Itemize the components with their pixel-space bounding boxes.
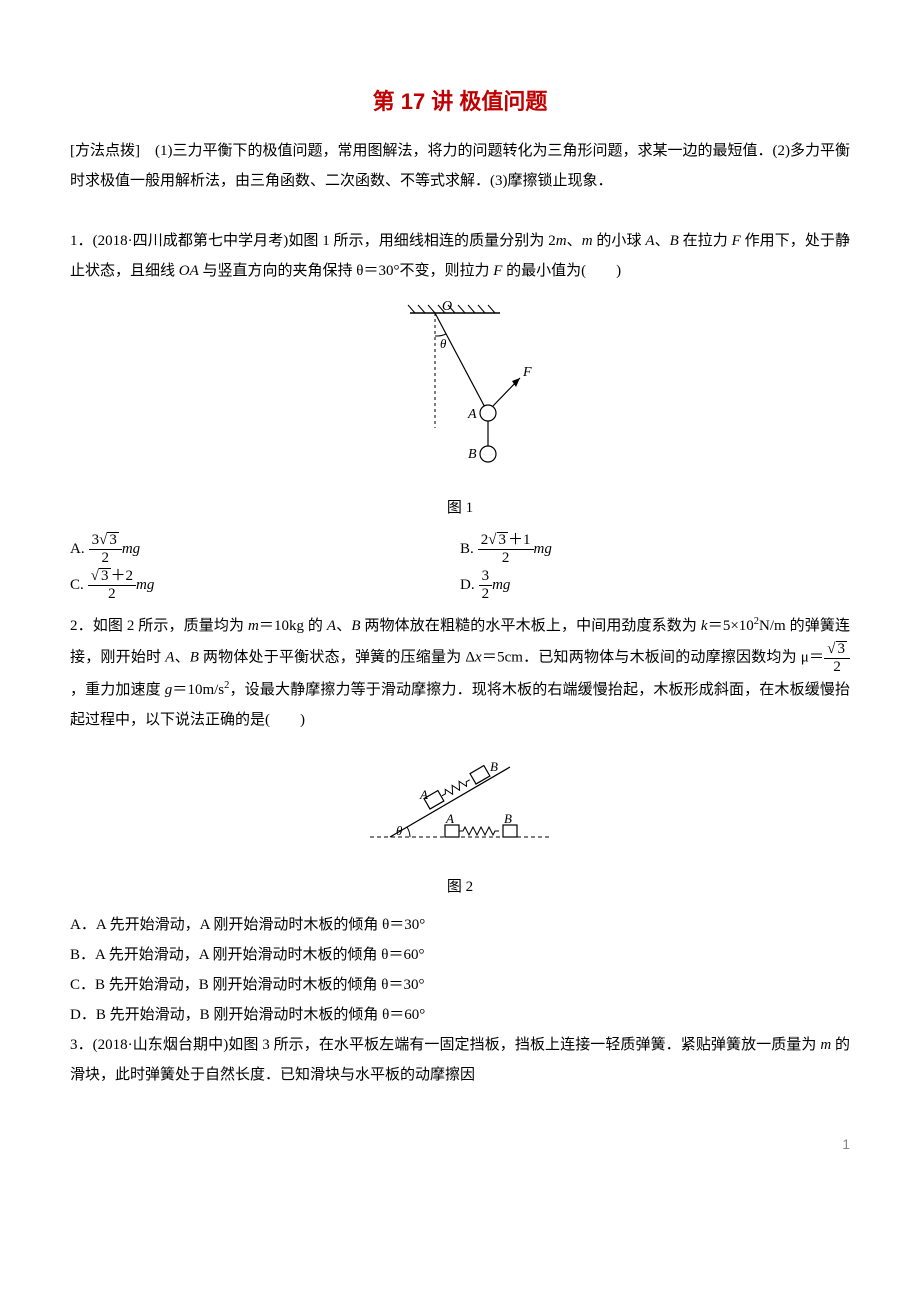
q1B-plus: ＋1 bbox=[508, 532, 531, 548]
q1-m2: m bbox=[582, 233, 593, 249]
q1C-label: C. bbox=[70, 567, 84, 603]
q1-options: A. 3√3 2 mg B. 2√3＋1 2 mg C. √3＋2 2 mg D… bbox=[70, 531, 850, 603]
q1D-den: 2 bbox=[479, 586, 493, 603]
q2-B1: B bbox=[351, 618, 360, 634]
q1A-num: 3 bbox=[92, 532, 100, 548]
q1-text-1: 1．(2018·四川成都第七中学月考)如图 1 所示，用细线相连的质量分别为 2 bbox=[70, 233, 556, 249]
fig2-B-flat: B bbox=[504, 811, 512, 826]
method-tips: [方法点拨] (1)三力平衡下的极值问题，常用图解法，将力的问题转化为三角形问题… bbox=[70, 136, 850, 196]
q2-t9: ＝5cm．已知两物体与木板间的动摩擦因数均为 μ＝ bbox=[482, 649, 825, 665]
q1-option-D: D. 3 2 mg bbox=[460, 567, 850, 603]
q2-t4: 两物体放在粗糙的水平木板上，中间用劲度系数为 bbox=[361, 618, 701, 634]
q1A-suf: mg bbox=[122, 531, 140, 567]
q2-t2: ＝10kg 的 bbox=[259, 618, 327, 634]
lecture-title: 第 17 讲 极值问题 bbox=[70, 80, 850, 124]
q2-t7: 、 bbox=[174, 649, 189, 665]
q1D-num: 3 bbox=[479, 568, 493, 586]
q1-stem: 1．(2018·四川成都第七中学月考)如图 1 所示，用细线相连的质量分别为 2… bbox=[70, 226, 850, 286]
q2-x: x bbox=[475, 649, 482, 665]
q2-options: A．A 先开始滑动，A 刚开始滑动时木板的倾角 θ＝30° B．A 先开始滑动，… bbox=[70, 910, 850, 1030]
figure-1-caption: 图 1 bbox=[70, 493, 850, 523]
q2-stem: 2．如图 2 所示，质量均为 m＝10kg 的 A、B 两物体放在粗糙的水平木板… bbox=[70, 611, 850, 735]
q1D-label: D. bbox=[460, 567, 475, 603]
q1C-den: 2 bbox=[88, 586, 136, 603]
q2-sqrt3: 3 bbox=[836, 641, 848, 657]
q2-t11: ＝10m/s bbox=[172, 682, 224, 698]
q2-den2: 2 bbox=[824, 659, 850, 676]
q2-t5: ＝5×10 bbox=[708, 618, 754, 634]
q1-option-A: A. 3√3 2 mg bbox=[70, 531, 460, 567]
fig1-theta: θ bbox=[440, 336, 447, 351]
q2-m: m bbox=[248, 618, 259, 634]
q1A-den: 2 bbox=[89, 550, 122, 567]
q3-t1: 3．(2018·山东烟台期中)如图 3 所示，在水平板左端有一固定挡板，挡板上连… bbox=[70, 1037, 820, 1053]
q1-text-7: 与竖直方向的夹角保持 θ＝30°不变，则拉力 bbox=[199, 263, 493, 279]
q1-text-8: 的最小值为( ) bbox=[502, 263, 621, 279]
q1-text-4: 、 bbox=[655, 233, 670, 249]
fig1-O: O bbox=[442, 299, 452, 314]
fig1-F: F bbox=[522, 365, 532, 380]
q2-A2: A bbox=[165, 649, 174, 665]
figure-1: O θ A F B bbox=[70, 298, 850, 489]
q1-OA: OA bbox=[179, 263, 199, 279]
q1B-sqrt: 3 bbox=[497, 532, 509, 548]
q1-A: A bbox=[645, 233, 654, 249]
q2-option-B: B．A 先开始滑动，A 刚开始滑动时木板的倾角 θ＝60° bbox=[70, 940, 850, 970]
figure-2: θ A B A B bbox=[70, 747, 850, 868]
q2-t10: ，重力加速度 bbox=[70, 682, 165, 698]
q2-option-C: C．B 先开始滑动，B 刚开始滑动时木板的倾角 θ＝30° bbox=[70, 970, 850, 1000]
fig2-B-incline: B bbox=[490, 759, 498, 774]
fig2-A-flat: A bbox=[445, 811, 454, 826]
fig1-B: B bbox=[468, 447, 477, 462]
fig2-A-incline: A bbox=[419, 787, 428, 802]
q1C-suf: mg bbox=[136, 567, 154, 603]
q1-F1: F bbox=[732, 233, 741, 249]
q2-t3: 、 bbox=[336, 618, 351, 634]
q2-t8: 两物体处于平衡状态，弹簧的压缩量为 Δ bbox=[199, 649, 475, 665]
q2-A1: A bbox=[327, 618, 336, 634]
q1A-label: A. bbox=[70, 531, 85, 567]
q2-k: k bbox=[701, 618, 708, 634]
q1-text-5: 在拉力 bbox=[679, 233, 732, 249]
figure-2-caption: 图 2 bbox=[70, 872, 850, 902]
q3-stem: 3．(2018·山东烟台期中)如图 3 所示，在水平板左端有一固定挡板，挡板上连… bbox=[70, 1030, 850, 1090]
q2-option-D: D．B 先开始滑动，B 刚开始滑动时木板的倾角 θ＝60° bbox=[70, 1000, 850, 1030]
page-number: 1 bbox=[70, 1130, 850, 1158]
q1B-suf: mg bbox=[534, 531, 552, 567]
q1C-plus: ＋2 bbox=[111, 568, 134, 584]
fig1-A: A bbox=[467, 407, 477, 422]
q1B-den: 2 bbox=[478, 550, 534, 567]
q1-B: B bbox=[670, 233, 679, 249]
q2-option-A: A．A 先开始滑动，A 刚开始滑动时木板的倾角 θ＝30° bbox=[70, 910, 850, 940]
q2-t1: 2．如图 2 所示，质量均为 bbox=[70, 618, 248, 634]
q1-text-2: 、 bbox=[567, 233, 582, 249]
q1-option-C: C. √3＋2 2 mg bbox=[70, 567, 460, 603]
q1-F2: F bbox=[493, 263, 502, 279]
q2-B2: B bbox=[190, 649, 199, 665]
q1B-label: B. bbox=[460, 531, 474, 567]
q1-option-B: B. 2√3＋1 2 mg bbox=[460, 531, 850, 567]
q1A-sqrt: 3 bbox=[107, 532, 119, 548]
q1-m1: m bbox=[556, 233, 567, 249]
q1-text-3: 的小球 bbox=[593, 233, 646, 249]
fig2-theta: θ bbox=[396, 823, 403, 838]
q1D-suf: mg bbox=[492, 567, 510, 603]
q3-m: m bbox=[820, 1037, 831, 1053]
q1C-sqrt: 3 bbox=[99, 568, 111, 584]
